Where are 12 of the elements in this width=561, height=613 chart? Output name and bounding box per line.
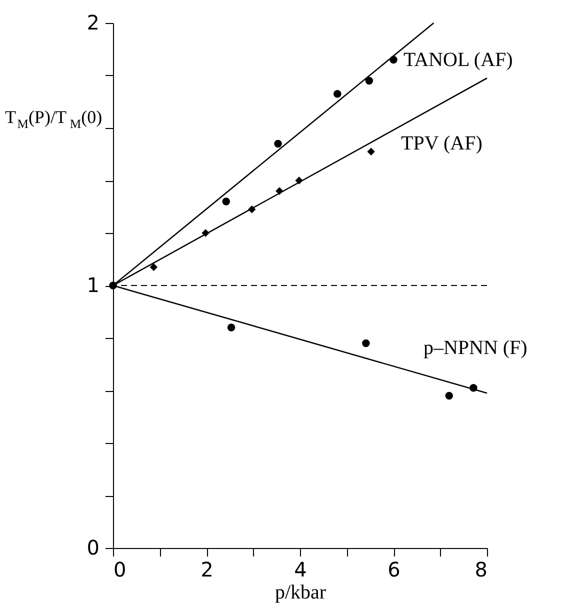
- x-tick-label: 8: [474, 558, 488, 582]
- x-tick-label: 6: [388, 558, 400, 582]
- series-label: TANOL (AF): [404, 48, 513, 71]
- series-label: TPV (AF): [401, 132, 482, 155]
- y-tick-label: 0: [86, 536, 100, 560]
- x-tick-label: 4: [294, 558, 307, 582]
- series-label: p–NPNN (F): [423, 336, 528, 359]
- x-tick-label: 0: [114, 558, 126, 582]
- y-tick-label: 1: [86, 273, 100, 297]
- x-tick-label: 2: [200, 558, 214, 582]
- x-axis-title: p/kbar: [274, 582, 326, 604]
- y-tick-label: 2: [86, 10, 100, 34]
